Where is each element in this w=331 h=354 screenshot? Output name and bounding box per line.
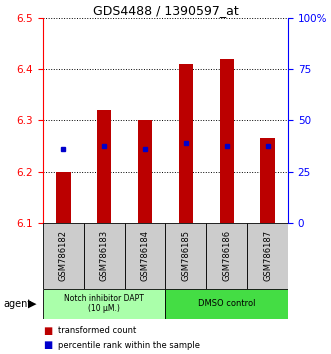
Text: GSM786182: GSM786182 [59,230,68,281]
Text: GSM786184: GSM786184 [141,230,150,281]
Text: GSM786183: GSM786183 [100,230,109,281]
Text: percentile rank within the sample: percentile rank within the sample [58,341,200,350]
Bar [43,289,166,319]
Text: Notch inhibitor DAPT
(10 μM.): Notch inhibitor DAPT (10 μM.) [64,294,144,313]
Text: ▶: ▶ [28,298,37,309]
Bar [166,289,288,319]
Bar [97,110,112,223]
Bar [179,64,193,223]
Text: agent: agent [3,298,31,309]
Text: DMSO control: DMSO control [198,299,256,308]
Bar [219,59,234,223]
Bar [260,138,275,223]
Text: transformed count: transformed count [58,326,136,336]
Title: GDS4488 / 1390597_at: GDS4488 / 1390597_at [93,4,238,17]
Bar [84,223,125,289]
Bar [166,223,206,289]
Text: ■: ■ [43,326,52,336]
Bar [247,223,288,289]
Bar [206,223,247,289]
Text: GSM786186: GSM786186 [222,230,231,281]
Bar [138,120,152,223]
Bar [56,172,71,223]
Text: GSM786187: GSM786187 [263,230,272,281]
Text: GSM786185: GSM786185 [181,230,190,281]
Text: ■: ■ [43,340,52,350]
Bar [43,223,84,289]
Bar [125,223,166,289]
